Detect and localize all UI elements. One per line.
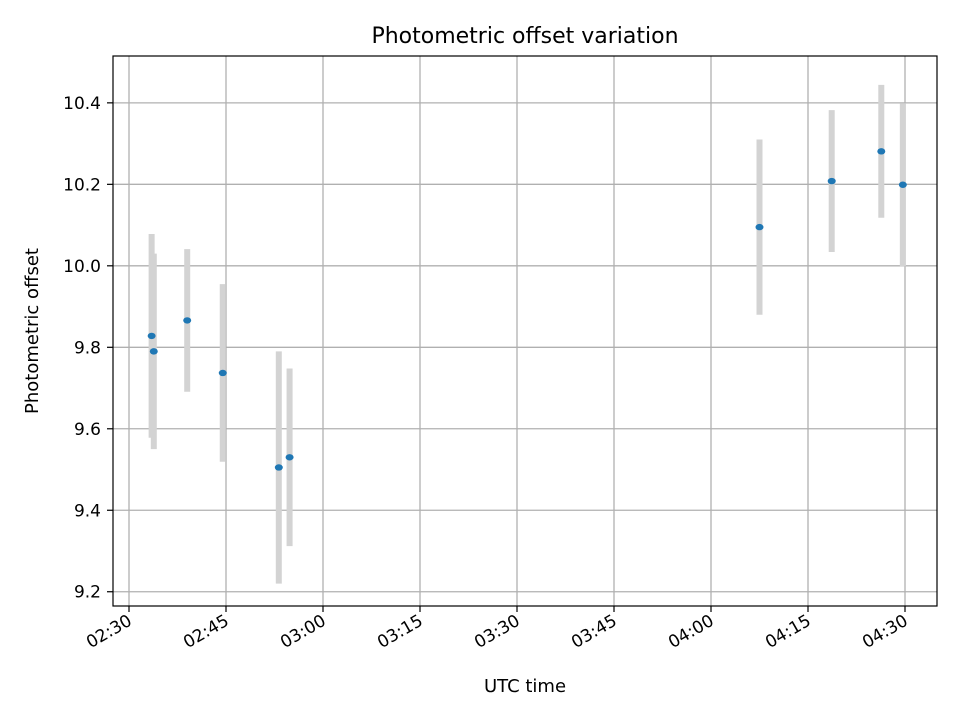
x-axis-title: UTC time: [484, 676, 566, 697]
y-tick-label: 9.8: [74, 338, 101, 358]
y-tick-label: 10.2: [63, 175, 101, 195]
y-tick-label: 10.4: [63, 94, 101, 114]
data-point: [183, 317, 192, 324]
y-axis-title: Photometric offset: [22, 248, 43, 414]
data-point: [285, 454, 294, 461]
grid: [113, 56, 937, 606]
data-point: [149, 348, 158, 355]
y-tick-label: 9.6: [74, 420, 101, 440]
data-points: [147, 148, 907, 471]
data-point: [274, 464, 283, 471]
data-point: [827, 177, 836, 185]
chart-title: Photometric offset variation: [371, 24, 678, 49]
y-tick-label: 9.4: [74, 501, 101, 521]
plot-frame: [112, 55, 938, 607]
y-axis: 9.2 9.4 9.6 9.8 10.0 10.2 10.4: [63, 94, 113, 603]
y-tick-label: 10.0: [63, 257, 101, 277]
y-tick-label: 9.2: [74, 583, 101, 603]
data-point: [147, 332, 156, 340]
data-point: [218, 369, 227, 377]
data-point: [877, 148, 886, 155]
data-point: [898, 181, 907, 188]
data-point: [755, 223, 764, 231]
